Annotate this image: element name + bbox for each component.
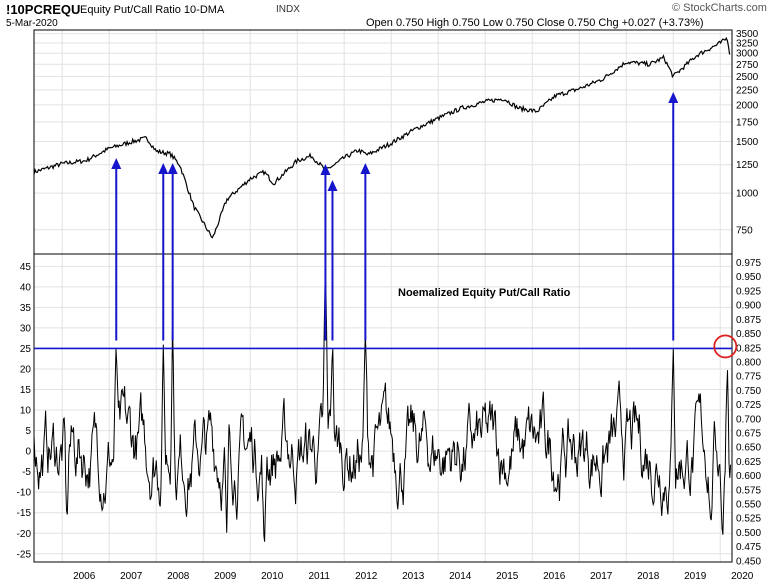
price-tick-label: 1250: [736, 160, 759, 171]
signal-arrow-head: [167, 163, 178, 174]
signal-arrow-head: [668, 92, 679, 103]
price-tick-label: 3000: [736, 49, 759, 60]
price-tick-label: 2000: [736, 100, 759, 111]
price-axis: 7501000125015001750200022502500275030003…: [736, 29, 759, 236]
chart-header: !10PCREQU Equity Put/Call Ratio 10-DMA I…: [0, 0, 780, 32]
right-tick-label: 0.775: [736, 372, 761, 383]
left-tick-label: 0: [25, 447, 31, 458]
ticker-symbol: !10PCREQU: [6, 2, 81, 17]
price-tick-label: 1000: [736, 189, 759, 200]
right-tick-label: 0.925: [736, 286, 761, 297]
x-tick-label: 2013: [402, 571, 425, 582]
signal-arrow-head: [327, 180, 338, 191]
x-tick-label: 2008: [167, 571, 190, 582]
x-tick-label: 2019: [684, 571, 707, 582]
right-tick-label: 0.825: [736, 343, 761, 354]
signal-arrow-head: [111, 158, 122, 169]
left-tick-label: -25: [17, 549, 32, 560]
left-tick-label: -20: [17, 529, 32, 540]
left-tick-label: -10: [17, 488, 32, 499]
right-tick-label: 0.450: [736, 556, 761, 567]
price-tick-label: 2500: [736, 72, 759, 83]
x-tick-label: 2016: [543, 571, 566, 582]
right-tick-label: 0.475: [736, 542, 761, 553]
right-ratio-axis: 0.450 0.475 0.500 0.525 0.550 0.575 0.600 0.625…: [736, 258, 761, 567]
x-tick-label: 2009: [214, 571, 237, 582]
exchange-label: INDX: [276, 4, 300, 15]
annotation-label: Noemalized Equity Put/Call Ratio: [398, 287, 571, 299]
x-tick-label: 2015: [496, 571, 519, 582]
right-tick-label: 0.650: [736, 443, 761, 454]
signal-arrows: [111, 92, 679, 341]
left-tick-label: 45: [20, 262, 32, 273]
price-tick-label: 1500: [736, 137, 759, 148]
x-tick-label: 2010: [261, 571, 284, 582]
right-tick-label: 0.850: [736, 329, 761, 340]
price-tick-label: 3250: [736, 39, 759, 50]
right-tick-label: 0.625: [736, 457, 761, 468]
ticker-description: Equity Put/Call Ratio 10-DMA: [80, 4, 225, 16]
chart-date: 5-Mar-2020: [6, 18, 58, 29]
right-tick-label: 0.700: [736, 414, 761, 425]
right-tick-label: 0.525: [736, 514, 761, 525]
x-tick-label: 2018: [637, 571, 660, 582]
left-tick-label: -15: [17, 508, 32, 519]
right-tick-label: 0.900: [736, 301, 761, 312]
x-tick-label: 2006: [73, 571, 96, 582]
price-tick-label: 1750: [736, 117, 759, 128]
left-tick-label: 25: [20, 344, 32, 355]
left-tick-label: 10: [20, 406, 32, 417]
right-tick-label: 0.725: [736, 400, 761, 411]
x-tick-label: 2020: [731, 571, 754, 582]
putcall-series-line: [33, 281, 732, 542]
right-tick-label: 0.550: [736, 500, 761, 511]
price-tick-label: 2250: [736, 85, 759, 96]
signal-arrow-head: [320, 164, 331, 175]
x-tick-label: 2017: [590, 571, 613, 582]
plot-frame: [33, 29, 733, 563]
left-tick-label: 5: [25, 426, 31, 437]
left-tick-label: 40: [20, 282, 32, 293]
x-tick-label: 2012: [355, 571, 378, 582]
stockcharts-logo: © StockCharts.com: [672, 2, 767, 14]
x-tick-label: 2007: [120, 571, 143, 582]
x-axis: 2006 2007 2008 2009 2010 2011 2012 2013 2014 2015…: [73, 571, 754, 582]
price-tick-label: 750: [736, 225, 753, 236]
right-tick-label: 0.950: [736, 272, 761, 283]
right-tick-label: 0.800: [736, 357, 761, 368]
right-tick-label: 0.675: [736, 429, 761, 440]
right-tick-label: 0.500: [736, 528, 761, 539]
right-tick-label: 0.750: [736, 386, 761, 397]
right-tick-label: 0.875: [736, 315, 761, 326]
right-tick-label: 0.975: [736, 258, 761, 269]
grid-lines: [34, 30, 732, 562]
left-ratio-axis: -25 -20 -15 -10 -5 0 5 10 15 20 25 30 35 40 45: [17, 262, 32, 560]
left-tick-label: 35: [20, 303, 32, 314]
price-tick-label: 2750: [736, 60, 759, 71]
signal-arrow-head: [360, 163, 371, 174]
price-series-line: [33, 36, 731, 239]
left-tick-label: -5: [22, 467, 31, 478]
signal-arrow-head: [158, 163, 169, 174]
left-tick-label: 15: [20, 385, 32, 396]
right-tick-label: 0.575: [736, 485, 761, 496]
left-tick-label: 20: [20, 364, 32, 375]
x-tick-label: 2011: [308, 571, 330, 582]
x-tick-label: 2014: [449, 571, 472, 582]
price-tick-label: 3500: [736, 29, 759, 40]
current-signal-circle: [713, 334, 738, 359]
ohlc-readout: Open 0.750 High 0.750 Low 0.750 Close 0.…: [366, 17, 704, 29]
right-tick-label: 0.600: [736, 471, 761, 482]
left-tick-label: 30: [20, 323, 32, 334]
